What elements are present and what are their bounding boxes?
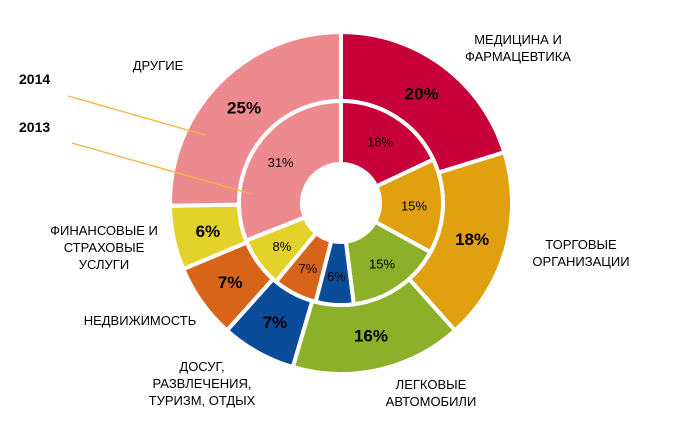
- category-label-3: ДОСУГ, РАЗВЛЕЧЕНИЯ, ТУРИЗМ, ОТДЫХ: [149, 359, 256, 408]
- outer-value-label-0: 20%: [405, 84, 439, 103]
- category-label-line: ДОСУГ,: [179, 359, 224, 374]
- outer-value-label-2: 16%: [354, 327, 388, 346]
- outer-value-label-5: 6%: [196, 222, 221, 241]
- category-label-line: ОРГАНИЗАЦИИ: [532, 254, 629, 269]
- category-label-4: НЕДВИЖИМОСТЬ: [84, 313, 197, 328]
- inner-value-label-5: 8%: [273, 239, 292, 254]
- category-label-line: АВТОМОБИЛИ: [386, 394, 477, 409]
- annotations-group: 2014 2013: [19, 71, 253, 195]
- outer-value-label-6: 25%: [227, 99, 261, 118]
- category-label-line: ФАРМАЦЕВТИКА: [465, 49, 571, 64]
- category-label-line: ЛЕГКОВЫЕ: [396, 377, 467, 392]
- category-label-0: МЕДИЦИНА И ФАРМАЦЕВТИКА: [465, 32, 571, 64]
- annotation-line-2013: [71, 142, 253, 195]
- inner-value-label-1: 15%: [401, 198, 427, 213]
- category-label-line: УСЛУГИ: [79, 257, 129, 272]
- outer-value-label-1: 18%: [455, 230, 489, 249]
- inner-slice-0: [339, 99, 436, 189]
- inner-value-label-3: 6%: [327, 269, 346, 284]
- category-label-2: ЛЕГКОВЫЕ АВТОМОБИЛИ: [386, 377, 477, 409]
- inner-slice-6: [237, 99, 343, 243]
- legend-label-2014: 2014: [19, 71, 50, 87]
- outer-value-label-3: 7%: [263, 313, 288, 332]
- category-label-line: ТОРГОВЫЕ: [545, 237, 617, 252]
- category-label-line: НЕДВИЖИМОСТЬ: [84, 313, 197, 328]
- category-label-5: ФИНАНСОВЫЕ И СТРАХОВЫЕ УСЛУГИ: [50, 223, 158, 272]
- category-label-line: ТУРИЗМ, ОТДЫХ: [149, 393, 256, 408]
- inner-value-label-2: 15%: [369, 256, 395, 271]
- category-label-line: ФИНАНСОВЫЕ И: [50, 223, 158, 238]
- category-label-1: ТОРГОВЫЕ ОРГАНИЗАЦИИ: [532, 237, 629, 269]
- category-label-line: СТРАХОВЫЕ: [64, 240, 145, 255]
- inner-value-label-6: 31%: [268, 155, 294, 170]
- category-label-line: ДРУГИЕ: [133, 58, 184, 73]
- labels-group: 20% 18% 16% 7% 7% 6% 25% 18% 15% 15% 6% 7% 8% 31% МЕДИ…: [50, 32, 629, 409]
- inner-value-label-0: 18%: [367, 134, 393, 149]
- category-label-6: ДРУГИЕ: [133, 58, 184, 73]
- category-label-line: РАЗВЛЕЧЕНИЯ,: [153, 376, 252, 391]
- legend-label-2013: 2013: [19, 119, 50, 135]
- inner-value-label-4: 7%: [298, 261, 317, 276]
- rings-group: [168, 30, 514, 376]
- category-label-line: МЕДИЦИНА И: [474, 32, 562, 47]
- annotation-line-2014: [67, 95, 206, 136]
- outer-value-label-4: 7%: [218, 273, 243, 292]
